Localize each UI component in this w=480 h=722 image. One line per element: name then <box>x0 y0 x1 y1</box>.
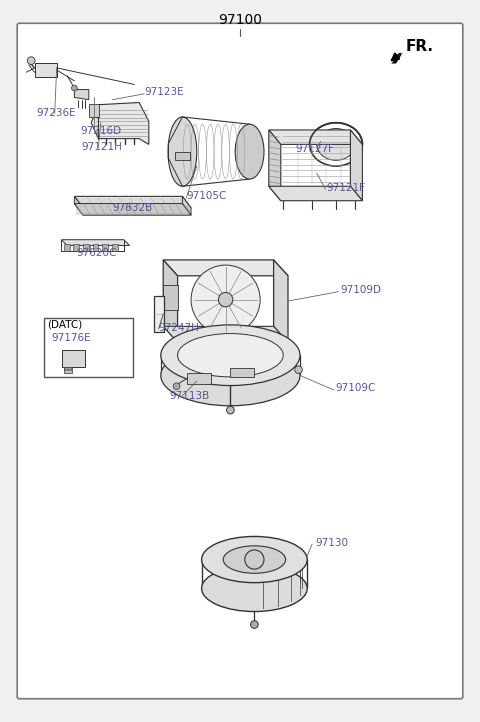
Bar <box>187 373 211 384</box>
Bar <box>83 244 89 251</box>
Circle shape <box>191 265 260 334</box>
Text: 97100: 97100 <box>218 13 262 27</box>
Bar <box>102 244 108 251</box>
Polygon shape <box>74 196 191 208</box>
Text: 97121H: 97121H <box>82 142 122 152</box>
Polygon shape <box>269 130 281 201</box>
Polygon shape <box>74 90 89 100</box>
Ellipse shape <box>161 345 300 406</box>
Circle shape <box>173 383 180 390</box>
Text: 97105C: 97105C <box>186 191 227 201</box>
Text: 97247H: 97247H <box>158 323 199 333</box>
Text: (DATC): (DATC) <box>47 320 82 330</box>
Ellipse shape <box>202 565 307 612</box>
Text: 97632B: 97632B <box>113 203 153 213</box>
Polygon shape <box>35 63 57 77</box>
Ellipse shape <box>178 334 283 377</box>
Circle shape <box>70 369 72 370</box>
Ellipse shape <box>223 546 286 573</box>
Polygon shape <box>175 152 190 160</box>
Polygon shape <box>64 367 72 373</box>
Polygon shape <box>62 350 85 367</box>
Polygon shape <box>269 186 362 201</box>
Circle shape <box>64 369 66 370</box>
Bar <box>44 318 133 377</box>
Polygon shape <box>61 240 130 245</box>
Polygon shape <box>391 52 403 64</box>
Bar <box>89 104 99 117</box>
Text: 97130: 97130 <box>315 538 348 548</box>
Ellipse shape <box>161 325 300 386</box>
Polygon shape <box>154 296 164 332</box>
Text: 97216D: 97216D <box>81 126 122 136</box>
Text: 97236E: 97236E <box>36 108 76 118</box>
Polygon shape <box>163 260 178 342</box>
Circle shape <box>295 366 302 373</box>
Bar <box>64 244 70 251</box>
Polygon shape <box>350 130 362 201</box>
Text: 97121F: 97121F <box>326 183 365 193</box>
Polygon shape <box>163 285 178 310</box>
Ellipse shape <box>235 124 264 179</box>
Bar <box>93 244 98 251</box>
Polygon shape <box>182 196 191 215</box>
Text: 97176E: 97176E <box>52 333 92 343</box>
FancyBboxPatch shape <box>17 23 463 699</box>
Polygon shape <box>163 260 288 276</box>
Circle shape <box>72 85 77 91</box>
Bar <box>73 244 79 251</box>
Polygon shape <box>269 130 362 144</box>
Polygon shape <box>74 204 191 215</box>
Circle shape <box>27 57 35 64</box>
Circle shape <box>218 292 233 307</box>
Text: 97123E: 97123E <box>144 87 184 97</box>
Ellipse shape <box>202 536 307 583</box>
Circle shape <box>251 621 258 628</box>
Ellipse shape <box>168 117 197 186</box>
Polygon shape <box>91 103 149 144</box>
Polygon shape <box>274 260 288 342</box>
Text: 97113B: 97113B <box>169 391 209 401</box>
Bar <box>112 244 118 251</box>
Text: 97620C: 97620C <box>77 248 117 258</box>
Polygon shape <box>230 368 254 377</box>
Text: 97109C: 97109C <box>335 383 375 393</box>
Ellipse shape <box>317 129 355 160</box>
Polygon shape <box>74 196 83 215</box>
Text: FR.: FR. <box>406 40 433 54</box>
Circle shape <box>245 550 264 569</box>
Text: 97109D: 97109D <box>341 285 382 295</box>
Polygon shape <box>163 326 288 342</box>
Circle shape <box>227 406 234 414</box>
Text: 97127F: 97127F <box>295 144 334 155</box>
Circle shape <box>67 369 69 370</box>
